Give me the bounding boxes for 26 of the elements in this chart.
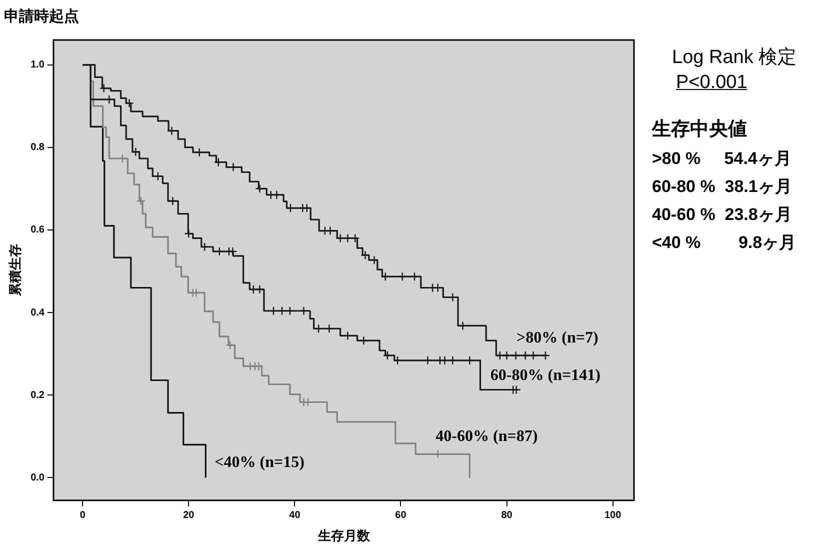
y-tick-label: 0.4 bbox=[30, 307, 45, 318]
x-tick-label: 60 bbox=[395, 510, 407, 522]
y-tick-label: 0.6 bbox=[30, 224, 45, 236]
series-label: <40% (n=15) bbox=[214, 454, 304, 471]
x-tick-label: 20 bbox=[183, 510, 195, 522]
x-axis-title: 生存月数 bbox=[316, 528, 371, 543]
y-tick-label: 0.0 bbox=[30, 472, 45, 484]
y-axis-title: 累積生存 bbox=[7, 244, 22, 298]
series-label: 40-60% (n=87) bbox=[436, 428, 538, 445]
x-tick-label: 100 bbox=[604, 510, 622, 522]
x-tick-label: 80 bbox=[501, 510, 513, 522]
y-tick-label: 0.8 bbox=[30, 142, 45, 154]
text: 60-80 % 38.1ヶ月 bbox=[652, 176, 793, 198]
text: <40 % 9.8ヶ月 bbox=[652, 232, 798, 254]
text: Log Rank 検定 bbox=[672, 46, 798, 70]
text: 生存中央値 bbox=[652, 118, 748, 142]
text: 40-60 % 23.8ヶ月 bbox=[652, 204, 793, 226]
text: P<0.001 bbox=[676, 72, 748, 94]
text: >80 % 54.4ヶ月 bbox=[652, 148, 792, 170]
x-tick-label: 0 bbox=[80, 510, 86, 522]
series-label: >80% (n=7) bbox=[516, 330, 598, 347]
series-label: 60-80% (n=141) bbox=[490, 366, 600, 384]
y-tick-label: 1.0 bbox=[30, 60, 45, 71]
chart-title: 申請時起点 bbox=[4, 8, 79, 26]
x-tick-label: 40 bbox=[289, 510, 301, 522]
y-tick-label: 0.2 bbox=[30, 390, 45, 401]
